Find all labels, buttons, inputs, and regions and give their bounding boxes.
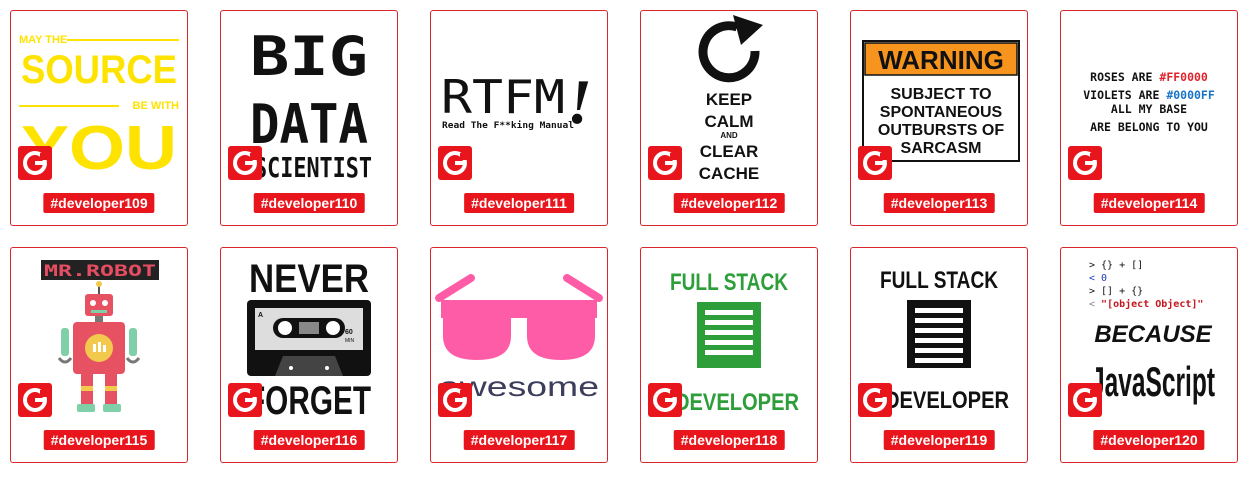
sticker-tag[interactable]: #developer109 xyxy=(43,193,155,213)
art-text: BE WITH xyxy=(133,100,179,112)
art-text: ARE BELONG TO YOU xyxy=(1090,120,1208,134)
art-text: SCIENTIST xyxy=(254,151,372,184)
art-text: DEVELOPER xyxy=(885,387,1009,414)
sticker-tag[interactable]: #developer118 xyxy=(673,430,785,450)
sticker-card-110[interactable]: BIG DATA SCIENTIST #developer110 xyxy=(220,10,398,226)
art-text: SPONTANEOUS xyxy=(880,104,1003,121)
g-logo-icon xyxy=(438,383,472,417)
art-text: CLEAR xyxy=(700,142,759,161)
sticker-card-120[interactable]: > {} + [] < 0 > [] + {} < "[object Objec… xyxy=(1060,247,1238,463)
sticker-image: KEEP CALM AND CLEAR CACHE xyxy=(641,11,817,189)
sticker-card-113[interactable]: WARNING SUBJECT TO SPONTANEOUS OUTBURSTS… xyxy=(850,10,1028,226)
sticker-card-114[interactable]: ROSES ARE #FF0000 VIOLETS ARE #0000FF AL… xyxy=(1060,10,1238,226)
g-logo-icon xyxy=(648,383,682,417)
art-text: SARCASM xyxy=(901,140,982,157)
cassette-icon: A 60 MIN xyxy=(247,300,371,376)
art-text: FORGET xyxy=(247,379,371,423)
art-text: BIG xyxy=(250,25,368,88)
sticker-tag[interactable]: #developer113 xyxy=(883,193,995,213)
sticker-card-119[interactable]: FULL STACK DEVELOPER #developer119 xyxy=(850,247,1028,463)
sticker-card-112[interactable]: KEEP CALM AND CLEAR CACHE #developer112 xyxy=(640,10,818,226)
g-logo-icon xyxy=(648,146,682,180)
g-logo-icon xyxy=(858,383,892,417)
server-stack-icon xyxy=(907,300,971,368)
g-logo-icon xyxy=(228,146,262,180)
sticker-tag[interactable]: #developer112 xyxy=(673,193,785,213)
sticker-tag[interactable]: #developer110 xyxy=(253,193,365,213)
art-text: KEEP xyxy=(706,90,752,109)
g-logo-icon xyxy=(228,383,262,417)
sticker-image: NEVER A 60 MIN FORGET xyxy=(221,248,397,426)
art-text: FULL STACK xyxy=(880,267,999,294)
sticker-image: MAY THE SOURCE BE WITH YOU xyxy=(11,11,187,189)
art-text: ! xyxy=(567,66,592,137)
sticker-card-117[interactable]: awesome #developer117 xyxy=(430,247,608,463)
g-logo-icon xyxy=(1068,146,1102,180)
art-text: > [] + {} xyxy=(1089,286,1143,297)
sticker-card-118[interactable]: FULL STACK DEVELOPER #developer118 xyxy=(640,247,818,463)
sticker-image: ROSES ARE #FF0000 VIOLETS ARE #0000FF AL… xyxy=(1061,11,1237,189)
art-text: JavaScript xyxy=(1091,358,1215,405)
sticker-image: FULL STACK DEVELOPER xyxy=(851,248,1027,426)
art-text: FULL STACK xyxy=(670,269,789,296)
robot-icon xyxy=(57,281,141,412)
art-text: ALL MY BASE xyxy=(1111,102,1187,116)
svg-text:MIN: MIN xyxy=(345,338,355,344)
art-text: > {} + [] xyxy=(1089,260,1143,271)
g-logo-icon xyxy=(18,383,52,417)
art-text: NEVER xyxy=(249,257,369,301)
refresh-icon xyxy=(698,15,763,83)
sticker-card-111[interactable]: RTFM ! Read The F**king Manual #develope… xyxy=(430,10,608,226)
art-text: CACHE xyxy=(699,164,759,183)
art-text: BECAUSE xyxy=(1094,321,1212,348)
art-text: DEVELOPER xyxy=(675,389,799,416)
art-text: MR.ROBOT xyxy=(44,261,156,280)
art-text: SUBJECT TO xyxy=(890,86,991,103)
sticker-image: RTFM ! Read The F**king Manual xyxy=(431,11,607,189)
sticker-image: > {} + [] < 0 > [] + {} < "[object Objec… xyxy=(1061,248,1237,426)
art-text: Read The F**king Manual xyxy=(442,120,574,131)
art-text: OUTBURSTS OF xyxy=(878,122,1004,139)
art-text: VIOLETS ARE #0000FF xyxy=(1083,88,1215,102)
sticker-image: WARNING SUBJECT TO SPONTANEOUS OUTBURSTS… xyxy=(851,11,1027,189)
sticker-tag[interactable]: #developer119 xyxy=(883,430,995,450)
g-logo-icon xyxy=(1068,383,1102,417)
sticker-image: FULL STACK DEVELOPER xyxy=(641,248,817,426)
sticker-card-116[interactable]: NEVER A 60 MIN FORGET #developer116 xyxy=(220,247,398,463)
server-stack-icon xyxy=(697,302,761,368)
sticker-card-109[interactable]: MAY THE SOURCE BE WITH YOU #developer109 xyxy=(10,10,188,226)
art-text: WARNING xyxy=(878,45,1004,75)
g-logo-icon xyxy=(438,146,472,180)
svg-text:A: A xyxy=(258,312,263,319)
svg-text:60: 60 xyxy=(345,329,353,336)
art-text: AND xyxy=(720,131,738,140)
art-text: SOURCE xyxy=(21,48,177,92)
sticker-tag[interactable]: #developer116 xyxy=(253,430,365,450)
sticker-image: MR.ROBOT xyxy=(11,248,187,426)
art-text: DATA xyxy=(250,93,368,156)
sticker-card-115[interactable]: MR.ROBOT xyxy=(10,247,188,463)
sticker-tag[interactable]: #developer111 xyxy=(464,193,574,213)
sticker-tag[interactable]: #developer114 xyxy=(1093,193,1205,213)
art-text: < "[object Object]" xyxy=(1089,298,1203,310)
g-logo-icon xyxy=(18,146,52,180)
art-text: < 0 xyxy=(1089,273,1107,284)
sticker-image: BIG DATA SCIENTIST xyxy=(221,11,397,189)
art-text: MAY THE xyxy=(19,34,67,46)
g-logo-icon xyxy=(858,146,892,180)
art-text: RTFM xyxy=(441,70,565,124)
sticker-tag[interactable]: #developer115 xyxy=(43,430,155,450)
sunglasses-icon xyxy=(435,274,603,360)
art-text: CALM xyxy=(704,112,753,131)
art-text: ROSES ARE #FF0000 xyxy=(1090,70,1208,84)
sticker-tag[interactable]: #developer117 xyxy=(463,430,575,450)
sticker-tag[interactable]: #developer120 xyxy=(1093,430,1205,450)
